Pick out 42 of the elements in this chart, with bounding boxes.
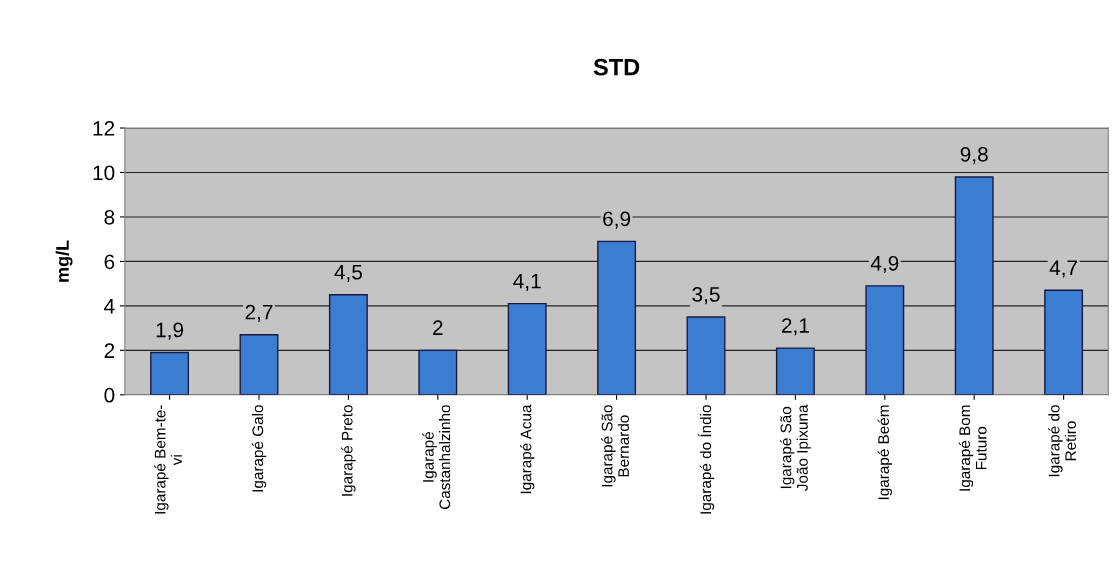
x-tick-label: Igarapé São Bernardo xyxy=(601,405,630,487)
bar xyxy=(865,285,905,395)
data-label: 4,7 xyxy=(1049,260,1078,278)
data-label: 6,9 xyxy=(603,211,631,229)
bar xyxy=(507,302,547,395)
x-tick-label: Igarapé do Retiro xyxy=(1048,405,1077,477)
data-label: 1,9 xyxy=(156,322,184,340)
y-tick-label: 6 xyxy=(104,254,115,270)
x-tick-label: Igarapé Bom Futuro xyxy=(958,405,987,491)
x-tick-label: Igarapé Bem-te- vi xyxy=(154,405,182,514)
x-tick-label: Igarapé do Índio xyxy=(697,405,715,514)
bar xyxy=(954,176,994,395)
y-tick-label: 10 xyxy=(93,165,115,181)
data-label: 4,1 xyxy=(513,273,541,291)
data-label: 4,9 xyxy=(870,255,899,274)
x-tick-label: Igarapé Preto xyxy=(341,405,356,496)
y-axis-title: mg/L xyxy=(55,240,73,282)
y-tick-label: 2 xyxy=(104,343,115,358)
x-tick-label: Igarapé Acua xyxy=(519,404,535,494)
y-tick-label: 4 xyxy=(104,299,115,314)
chart-title: STD xyxy=(593,58,640,76)
bar xyxy=(150,351,190,395)
data-label: 4,5 xyxy=(334,264,362,282)
data-label: 3,5 xyxy=(692,287,720,305)
bar xyxy=(1044,289,1084,395)
data-label: 2,1 xyxy=(781,318,809,336)
bar xyxy=(418,349,458,395)
x-tick-label: Igarapé São João Ipixuna xyxy=(779,404,811,491)
data-label: 2,7 xyxy=(245,304,273,323)
data-label: 2 xyxy=(433,320,443,335)
data-label: 9,8 xyxy=(960,146,988,165)
x-tick-label: Igarapé Galo xyxy=(251,405,267,492)
x-tick-label: Igarapé Beém xyxy=(877,405,893,500)
y-tick-label: 12 xyxy=(93,121,115,136)
y-tick-label: 8 xyxy=(104,209,115,225)
bar xyxy=(597,240,637,395)
bar xyxy=(239,334,279,395)
x-tick-label: Igarapé Castanhalzinho xyxy=(422,405,451,510)
bar xyxy=(686,316,726,395)
bar xyxy=(775,347,815,395)
bar xyxy=(328,294,368,395)
y-tick-label: 0 xyxy=(104,387,115,403)
